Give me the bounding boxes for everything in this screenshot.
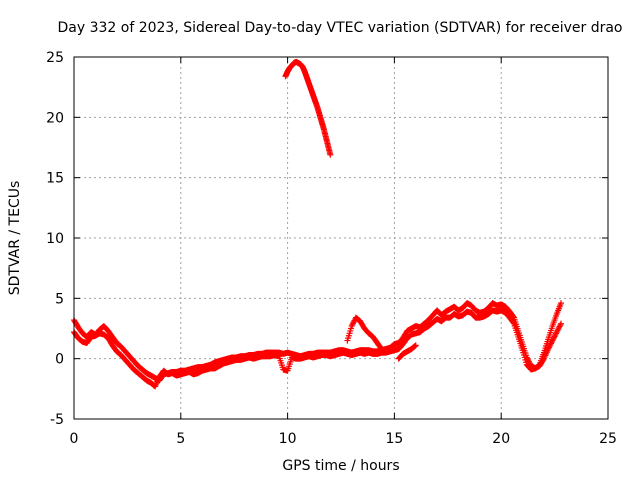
y-tick-label: 25 [46,50,64,66]
series-high-arc [282,58,334,158]
data-point [412,342,419,349]
axis-ticks: 0 5 10 15 20 25 -5 0 5 10 15 20 25 [46,50,617,447]
y-tick-label: 0 [55,352,64,368]
data-point [378,346,385,353]
y-tick-label: 15 [46,171,64,187]
data-point [558,320,565,327]
data-point [377,345,384,352]
data-point [327,151,334,158]
y-axis-label: SDTVAR / TECUs [7,181,23,296]
data-point [558,300,565,307]
data-point [510,319,517,326]
x-tick-label: 0 [70,431,79,447]
data-point [412,342,419,349]
x-tick-label: 10 [279,431,297,447]
grid [74,57,608,419]
y-tick-label: 5 [55,291,64,307]
y-tick-label: 10 [46,231,64,247]
x-tick-label: 15 [385,431,403,447]
series-bump-13h [344,314,385,353]
y-tick-label: 20 [46,110,64,126]
chart-title: Day 332 of 2023, Sidereal Day-to-day VTE… [57,20,622,36]
x-tick-label: 25 [599,431,617,447]
data-marks [71,58,565,390]
x-tick-label: 5 [176,431,185,447]
x-axis-label: GPS time / hours [282,458,399,474]
series-lower [71,307,565,390]
x-tick-label: 20 [492,431,510,447]
y-tick-label: -5 [50,412,64,428]
series-bump-15h [395,342,419,362]
